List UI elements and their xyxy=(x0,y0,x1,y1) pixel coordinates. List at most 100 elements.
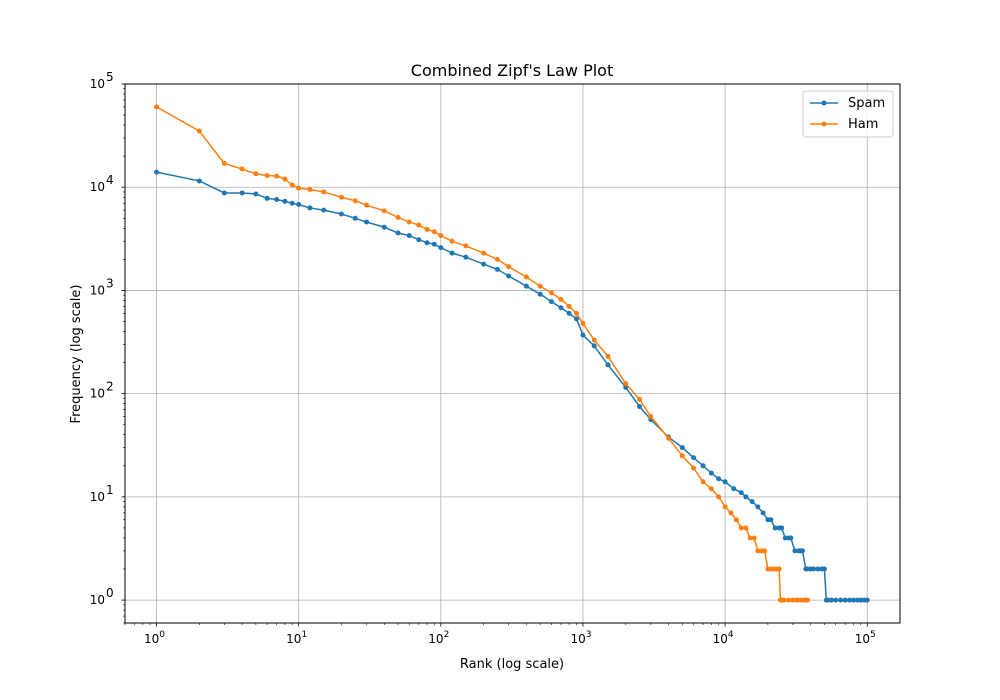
data-point-ham xyxy=(580,320,586,326)
x-tick-label: 102 xyxy=(428,630,449,646)
plot-series xyxy=(154,104,870,603)
data-point-spam xyxy=(854,597,860,603)
data-point-spam xyxy=(580,332,586,338)
data-point-spam xyxy=(815,566,821,572)
data-point-ham xyxy=(296,185,302,191)
data-point-ham xyxy=(722,504,728,510)
data-point-spam xyxy=(605,362,611,368)
data-point-spam xyxy=(842,597,848,603)
data-point-ham xyxy=(321,189,327,195)
data-point-ham xyxy=(264,172,270,178)
data-point-spam xyxy=(811,566,817,572)
data-point-spam xyxy=(264,195,270,201)
data-point-ham xyxy=(481,250,487,256)
data-point-spam xyxy=(864,597,870,603)
data-point-ham xyxy=(798,597,804,603)
data-point-spam xyxy=(381,224,387,230)
data-point-ham xyxy=(573,310,579,316)
x-tick-label: 104 xyxy=(713,630,734,646)
y-tick-label: 10 xyxy=(90,490,105,504)
data-point-ham xyxy=(463,243,469,249)
data-point-spam xyxy=(558,305,564,311)
data-point-spam xyxy=(416,237,422,243)
legend-marker-spam xyxy=(821,100,827,106)
data-point-ham xyxy=(566,303,572,309)
data-point-spam xyxy=(792,548,798,554)
data-point-ham xyxy=(548,290,554,296)
x-tick-label: 105 xyxy=(855,630,876,646)
data-point-spam xyxy=(768,517,774,523)
y-tick-exponent: 0 xyxy=(106,586,114,600)
data-point-ham xyxy=(716,494,722,500)
data-point-spam xyxy=(833,597,839,603)
data-point-ham xyxy=(743,525,749,531)
data-point-spam xyxy=(850,597,856,603)
legend-label-spam: Spam xyxy=(848,96,885,111)
data-point-spam xyxy=(637,404,643,410)
data-point-spam xyxy=(708,470,714,476)
data-point-ham xyxy=(438,233,444,239)
data-point-ham xyxy=(253,171,259,177)
data-point-spam xyxy=(799,548,805,554)
data-point-ham xyxy=(728,510,734,516)
data-point-spam xyxy=(253,191,259,197)
data-point-spam xyxy=(424,240,430,246)
data-point-spam xyxy=(788,535,794,541)
data-point-spam xyxy=(838,597,844,603)
data-point-spam xyxy=(548,299,554,305)
data-point-spam xyxy=(779,525,785,531)
data-point-ham xyxy=(733,517,739,523)
data-point-ham xyxy=(747,535,753,541)
y-axis-label: Frequency (log scale) xyxy=(69,285,84,424)
data-point-spam xyxy=(196,178,202,184)
y-tick-label: 10 xyxy=(90,283,105,297)
data-point-ham xyxy=(221,160,227,166)
data-point-ham xyxy=(794,597,800,603)
data-point-spam xyxy=(352,215,358,221)
data-point-ham xyxy=(679,453,685,459)
data-point-ham xyxy=(431,229,437,235)
data-point-spam xyxy=(828,597,834,603)
data-point-ham xyxy=(363,202,369,208)
data-point-spam xyxy=(395,230,401,236)
y-tick-exponent: 4 xyxy=(106,173,114,187)
data-point-ham xyxy=(648,414,654,420)
data-point-ham xyxy=(605,353,611,359)
data-point-spam xyxy=(438,245,444,251)
data-point-spam xyxy=(239,190,245,196)
data-point-ham xyxy=(338,194,344,200)
data-point-ham xyxy=(381,208,387,214)
data-point-spam xyxy=(494,266,500,272)
legend-label-ham: Ham xyxy=(848,117,878,132)
data-point-spam xyxy=(363,219,369,225)
data-point-spam xyxy=(481,261,487,267)
data-point-ham xyxy=(537,283,543,289)
data-point-spam xyxy=(716,476,722,482)
data-point-spam xyxy=(691,455,697,461)
data-point-spam xyxy=(738,490,744,496)
data-point-ham xyxy=(805,597,811,603)
data-point-ham xyxy=(755,548,761,554)
data-point-ham xyxy=(449,238,455,244)
data-point-spam xyxy=(566,310,572,316)
y-tick-label: 10 xyxy=(90,593,105,607)
data-point-ham xyxy=(154,104,160,110)
data-point-spam xyxy=(679,445,685,451)
data-point-spam xyxy=(307,205,313,211)
data-point-spam xyxy=(772,525,778,531)
data-point-ham xyxy=(506,264,512,270)
data-point-spam xyxy=(406,233,412,239)
data-point-ham xyxy=(307,187,313,193)
data-point-spam xyxy=(722,479,728,485)
data-point-spam xyxy=(573,316,579,322)
data-point-ham xyxy=(424,226,430,232)
data-point-ham xyxy=(776,566,782,572)
data-point-spam xyxy=(221,190,227,196)
data-point-spam xyxy=(731,486,737,492)
data-point-ham xyxy=(691,465,697,471)
data-point-ham xyxy=(282,176,288,182)
data-point-spam xyxy=(282,198,288,204)
data-point-ham xyxy=(623,381,629,387)
data-point-spam xyxy=(523,283,529,289)
